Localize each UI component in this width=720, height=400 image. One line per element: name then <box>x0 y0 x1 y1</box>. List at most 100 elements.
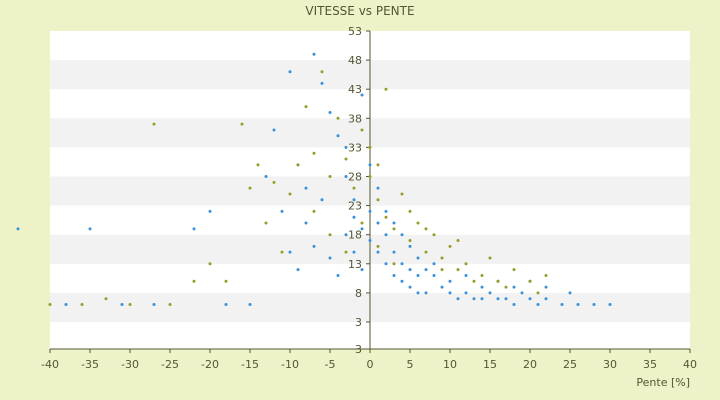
data-point-blue <box>544 297 548 301</box>
data-point-blue <box>344 145 348 149</box>
data-point-blue <box>536 303 540 307</box>
data-point-blue <box>544 285 548 289</box>
data-point-olive <box>496 279 500 283</box>
data-point-olive <box>312 209 316 213</box>
y-tick-label: 3 <box>355 316 362 329</box>
x-tick-label: 0 <box>367 358 374 371</box>
data-point-blue <box>288 70 292 74</box>
data-point-blue <box>424 268 428 272</box>
data-point-blue <box>424 291 428 295</box>
tick-labels: -40 -35 -30 -25 -20 -15 -10 -5 0 5 10 15 20 25 30 35 40 5… <box>41 25 697 371</box>
data-point-blue <box>296 268 300 272</box>
data-point-blue <box>472 297 476 301</box>
x-tick-label: -35 <box>81 358 99 371</box>
data-point-olive <box>288 192 292 196</box>
x-tick-label: -40 <box>41 358 59 371</box>
data-point-olive <box>104 297 108 301</box>
data-point-blue <box>360 268 364 272</box>
data-point-olive <box>360 221 364 225</box>
data-point-blue <box>368 239 372 243</box>
data-point-blue <box>376 250 380 254</box>
data-point-blue <box>408 244 412 248</box>
x-tick-label: 5 <box>407 358 414 371</box>
data-point-olive <box>336 116 340 120</box>
data-point-blue <box>408 285 412 289</box>
data-point-olive <box>456 239 460 243</box>
chart-axes <box>49 30 691 353</box>
data-point-olive <box>504 285 508 289</box>
data-point-blue <box>416 291 420 295</box>
data-point-blue <box>480 285 484 289</box>
data-point-blue <box>392 221 396 225</box>
data-point-olive <box>400 192 404 196</box>
data-point-olive <box>128 303 132 307</box>
data-point-olive <box>304 105 308 109</box>
data-point-blue <box>416 273 420 277</box>
data-point-olive <box>536 291 540 295</box>
data-point-olive <box>376 163 380 167</box>
x-tick-label: 35 <box>643 358 657 371</box>
data-point-blue <box>88 227 92 231</box>
data-point-olive <box>448 244 452 248</box>
data-point-blue <box>480 297 484 301</box>
data-point-olive <box>312 151 316 155</box>
x-tick-label: 25 <box>563 358 577 371</box>
data-point-olive <box>280 250 284 254</box>
data-point-olive <box>512 268 516 272</box>
x-tick-label: -15 <box>241 358 259 371</box>
y-tick-label: 8 <box>355 287 362 300</box>
data-point-olive <box>408 209 412 213</box>
data-point-olive <box>464 262 468 266</box>
data-point-olive <box>544 273 548 277</box>
data-point-blue <box>320 81 324 85</box>
data-point-olive <box>480 273 484 277</box>
data-point-blue <box>288 250 292 254</box>
data-point-blue <box>392 273 396 277</box>
data-point-olive <box>344 250 348 254</box>
x-tick-label: 15 <box>483 358 497 371</box>
data-point-blue <box>456 297 460 301</box>
data-point-blue <box>392 250 396 254</box>
data-point-olive <box>408 239 412 243</box>
data-point-olive <box>384 87 388 91</box>
x-tick-label: -20 <box>201 358 219 371</box>
data-point-blue <box>608 303 612 307</box>
data-point-blue <box>336 273 340 277</box>
x-tick-label: 10 <box>443 358 457 371</box>
data-point-blue <box>360 227 364 231</box>
data-point-blue <box>496 297 500 301</box>
data-point-blue <box>152 303 156 307</box>
data-point-olive <box>152 122 156 126</box>
y-tick-label: 53 <box>348 25 362 38</box>
data-point-blue <box>304 186 308 190</box>
data-point-blue <box>248 303 252 307</box>
data-point-blue <box>448 279 452 283</box>
data-point-blue <box>352 215 356 219</box>
data-point-blue <box>368 209 372 213</box>
data-point-blue <box>408 268 412 272</box>
data-point-olive <box>488 256 492 260</box>
y-tick-label: 43 <box>348 83 362 96</box>
y-tick-label: 23 <box>348 200 362 213</box>
y-tick-label: 18 <box>348 229 362 242</box>
data-point-blue <box>344 233 348 237</box>
data-point-olive <box>376 198 380 202</box>
data-point-blue <box>272 128 276 132</box>
data-point-blue <box>560 303 564 307</box>
data-point-blue <box>64 303 68 307</box>
data-point-blue <box>120 303 124 307</box>
data-point-olive <box>440 268 444 272</box>
x-tick-label: -25 <box>161 358 179 371</box>
data-point-blue <box>224 303 228 307</box>
data-point-blue <box>320 198 324 202</box>
data-point-blue <box>336 134 340 138</box>
data-point-olive <box>48 303 52 307</box>
data-point-olive <box>368 175 372 178</box>
data-point-blue <box>576 303 580 307</box>
data-point-blue <box>512 285 516 289</box>
data-point-olive <box>368 145 372 149</box>
data-point-blue <box>368 163 372 167</box>
data-point-blue <box>384 262 388 266</box>
data-point-olive <box>320 70 324 74</box>
data-point-blue <box>344 175 348 178</box>
